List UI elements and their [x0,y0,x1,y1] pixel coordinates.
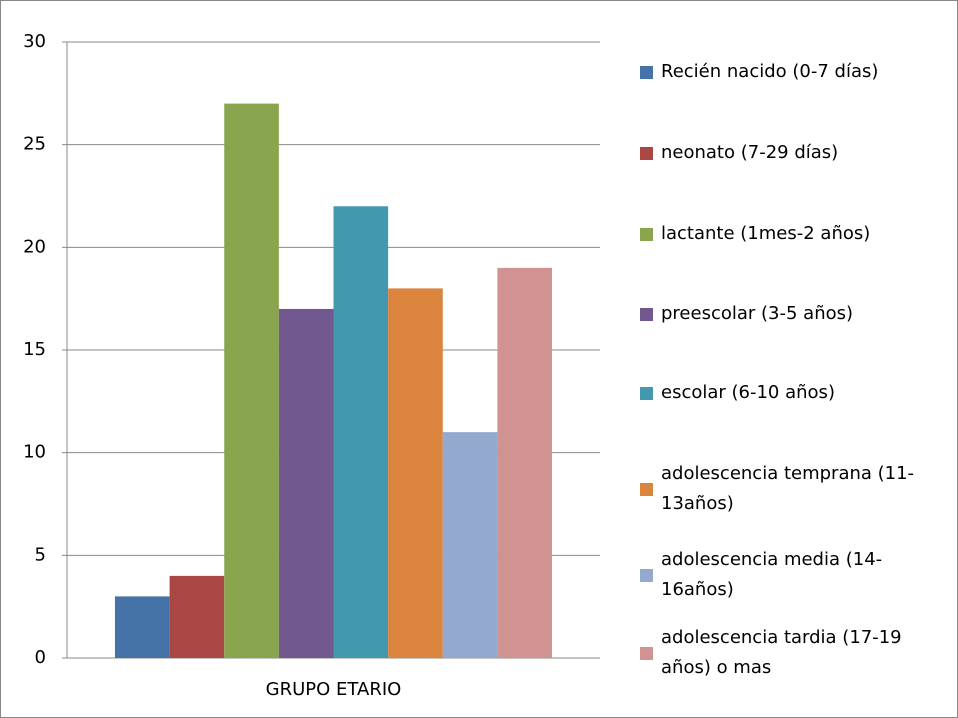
legend-entry: preescolar (3-5 años) [640,299,940,329]
y-tick-label: 25 [23,134,46,155]
y-tick-label: 10 [23,442,46,463]
legend-label: adolescencia tardia (17-19 años) o mas [661,627,902,678]
legend-swatch [640,386,653,400]
bar [278,308,334,658]
bar [497,267,553,658]
legend-entry: neonato (7-29 días) [640,138,940,168]
legend-label: preescolar (3-5 años) [661,303,854,324]
legend-swatch [640,65,653,79]
legend-label: neonato (7-29 días) [661,142,839,163]
legend-swatch [640,482,653,496]
y-tick-label: 15 [23,339,46,360]
x-tick-label: GRUPO ETARIO [266,679,402,700]
legend-entry: adolescencia tardia (17-19 años) o mas [640,623,940,683]
legend-label: escolar (6-10 años) [661,382,835,403]
legend-entry: lactante (1mes-2 años) [640,219,940,249]
legend-entry: escolar (6-10 años) [640,378,940,408]
legend-entry: adolescencia temprana (11-13años) [640,459,940,519]
legend-label: lactante (1mes-2 años) [661,223,871,244]
legend-swatch [640,146,653,160]
bar [442,432,498,658]
bar [169,575,225,658]
y-tick-label: 0 [35,647,46,668]
legend-swatch [640,646,653,660]
bar [114,596,170,658]
legend-swatch [640,307,653,321]
y-tick-label: 30 [23,31,46,52]
legend-entry: adolescencia media (14-16años) [640,545,940,605]
legend-entry: Recién nacido (0-7 días) [640,57,940,87]
legend-swatch [640,227,653,241]
legend-label: adolescencia media (14-16años) [661,549,883,600]
bar [388,288,443,658]
bar [333,206,389,658]
legend-label: Recién nacido (0-7 días) [661,61,879,82]
legend-label: adolescencia temprana (11-13años) [661,463,915,514]
bar [224,103,279,659]
y-tick-label: 20 [23,236,46,257]
legend-swatch [640,568,653,582]
y-tick-label: 5 [35,544,46,565]
